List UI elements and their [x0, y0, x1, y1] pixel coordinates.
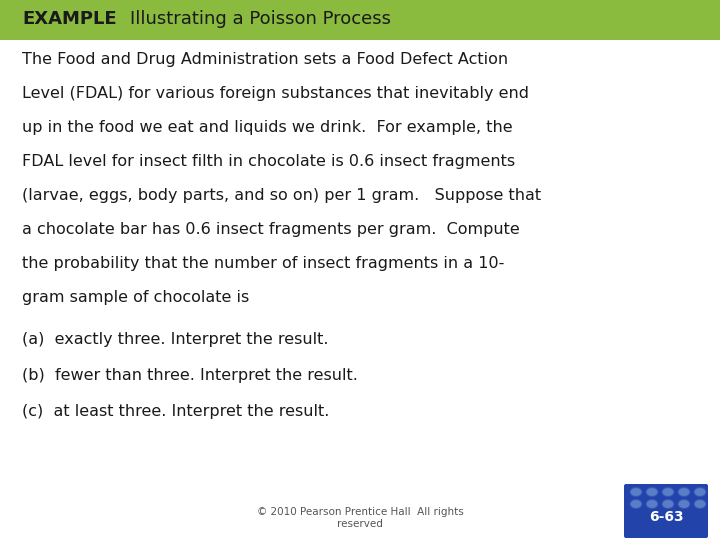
Ellipse shape [678, 500, 690, 509]
Text: Illustrating a Poisson Process: Illustrating a Poisson Process [130, 10, 391, 28]
Bar [0, 0, 720, 40]
Ellipse shape [630, 500, 642, 509]
Text: (a)  exactly three. Interpret the result.: (a) exactly three. Interpret the result. [22, 332, 328, 347]
Text: Level (FDAL) for various foreign substances that inevitably end: Level (FDAL) for various foreign substan… [22, 86, 529, 101]
Text: The Food and Drug Administration sets a Food Defect Action: The Food and Drug Administration sets a … [22, 52, 508, 67]
Text: © 2010 Pearson Prentice Hall  All rights
reserved: © 2010 Pearson Prentice Hall All rights … [256, 507, 464, 529]
Text: the probability that the number of insect fragments in a 10-: the probability that the number of insec… [22, 256, 505, 271]
Text: up in the food we eat and liquids we drink.  For example, the: up in the food we eat and liquids we dri… [22, 120, 513, 135]
Ellipse shape [630, 488, 642, 496]
Ellipse shape [646, 500, 658, 509]
FancyBboxPatch shape [624, 484, 708, 538]
Ellipse shape [678, 488, 690, 496]
Ellipse shape [662, 500, 674, 509]
Text: EXAMPLE: EXAMPLE [22, 10, 117, 28]
Ellipse shape [646, 488, 658, 496]
Text: FDAL level for insect filth in chocolate is 0.6 insect fragments: FDAL level for insect filth in chocolate… [22, 154, 515, 169]
Text: gram sample of chocolate is: gram sample of chocolate is [22, 290, 249, 305]
Text: a chocolate bar has 0.6 insect fragments per gram.  Compute: a chocolate bar has 0.6 insect fragments… [22, 222, 520, 237]
Text: (larvae, eggs, body parts, and so on) per 1 gram.   Suppose that: (larvae, eggs, body parts, and so on) pe… [22, 188, 541, 203]
Ellipse shape [694, 488, 706, 496]
Text: 6-63: 6-63 [649, 510, 683, 524]
Text: (c)  at least three. Interpret the result.: (c) at least three. Interpret the result… [22, 404, 329, 419]
Ellipse shape [694, 500, 706, 509]
Text: (b)  fewer than three. Interpret the result.: (b) fewer than three. Interpret the resu… [22, 368, 358, 383]
Ellipse shape [662, 488, 674, 496]
